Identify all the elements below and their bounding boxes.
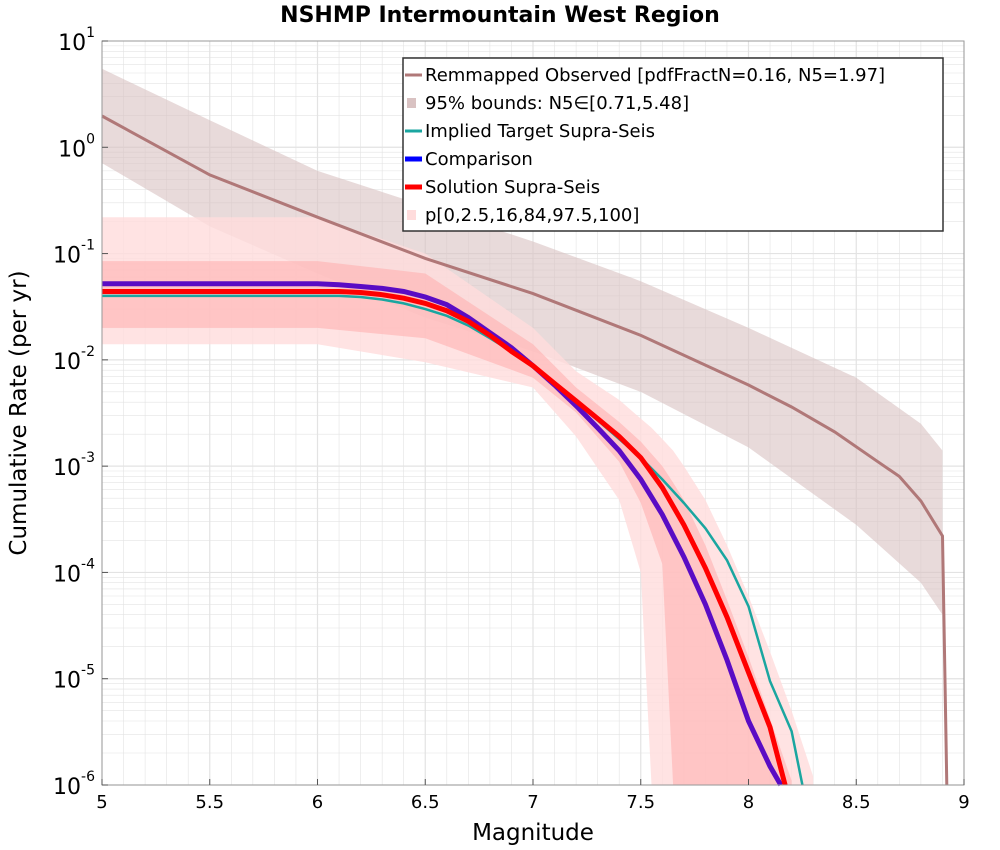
legend-entry: 95% bounds: N5∈[0.71,5.48] bbox=[425, 93, 689, 114]
x-tick-label: 8 bbox=[743, 792, 754, 813]
legend-entry: Implied Target Supra-Seis bbox=[425, 121, 655, 142]
y-tick-label: 10-2 bbox=[53, 344, 95, 375]
x-tick-label: 5 bbox=[96, 792, 107, 813]
x-tick-label: 8.5 bbox=[842, 792, 871, 813]
solution-line bbox=[102, 289, 788, 786]
y-tick-label: 10-4 bbox=[53, 556, 95, 587]
x-tick-label: 7.5 bbox=[626, 792, 655, 813]
legend-box bbox=[402, 57, 944, 232]
series-lines bbox=[101, 114, 949, 787]
x-tick-label: 5.5 bbox=[195, 792, 224, 813]
legend-entry: Comparison bbox=[425, 149, 533, 170]
y-tick-label: 101 bbox=[58, 25, 95, 56]
legend-entry: Remmapped Observed [pdfFractN=0.16, N5=1… bbox=[425, 65, 885, 86]
x-tick-label: 6 bbox=[312, 792, 323, 813]
x-tick-label: 7 bbox=[527, 792, 538, 813]
legend-entry: p[0,2.5,16,84,97.5,100] bbox=[425, 205, 639, 226]
x-tick-label: 6.5 bbox=[411, 792, 440, 813]
x-tick-label: 9 bbox=[958, 792, 969, 813]
legend-swatch bbox=[407, 210, 416, 220]
y-tick-label: 10-5 bbox=[53, 663, 95, 694]
y-axis-ticks: 10-6 10-5 10-4 10-3 10-2 10-1 100 101 bbox=[53, 25, 108, 800]
observed-line bbox=[101, 114, 949, 786]
chart-title: NSHMP Intermountain West Region bbox=[280, 3, 720, 28]
y-axis-label: Cumulative Rate (per yr) bbox=[6, 270, 32, 555]
legend-entry: Solution Supra-Seis bbox=[425, 177, 600, 198]
y-tick-label: 100 bbox=[58, 131, 95, 162]
y-tick-label: 10-3 bbox=[53, 450, 95, 481]
y-tick-label: 10-1 bbox=[53, 238, 95, 269]
y-tick-label: 10-6 bbox=[53, 769, 95, 800]
legend-swatch bbox=[407, 98, 416, 108]
legend: Remmapped Observed [pdfFractN=0.16, N5=1… bbox=[402, 57, 944, 232]
solution-band-inner bbox=[102, 261, 792, 786]
x-axis-ticks: 5 5.5 6 6.5 7 7.5 8 8.5 9 bbox=[96, 779, 970, 813]
x-axis-label: Magnitude bbox=[472, 820, 594, 846]
